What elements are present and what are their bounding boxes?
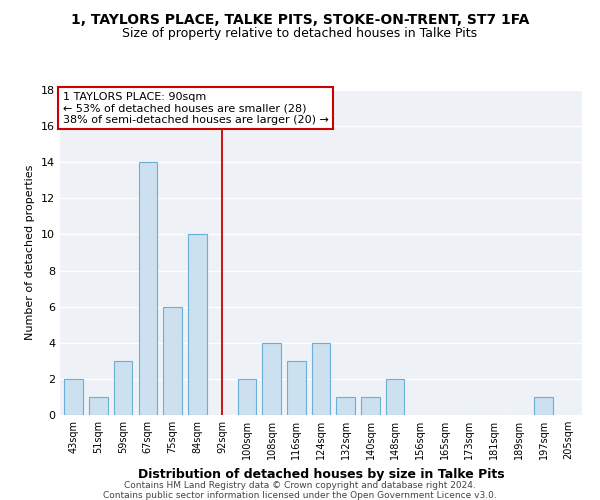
Bar (361, 397, 380, 415)
Bar (337, 397, 355, 415)
Bar (238, 379, 256, 415)
Bar (386, 379, 404, 415)
Text: Contains public sector information licensed under the Open Government Licence v3: Contains public sector information licen… (103, 491, 497, 500)
Bar (114, 361, 133, 415)
Bar (163, 306, 182, 415)
Y-axis label: Number of detached properties: Number of detached properties (25, 165, 35, 340)
Bar (89, 397, 107, 415)
Text: Size of property relative to detached houses in Talke Pits: Size of property relative to detached ho… (122, 28, 478, 40)
Text: 1, TAYLORS PLACE, TALKE PITS, STOKE-ON-TRENT, ST7 1FA: 1, TAYLORS PLACE, TALKE PITS, STOKE-ON-T… (71, 12, 529, 26)
Bar (139, 162, 157, 415)
Bar (287, 361, 305, 415)
Text: 1 TAYLORS PLACE: 90sqm
← 53% of detached houses are smaller (28)
38% of semi-det: 1 TAYLORS PLACE: 90sqm ← 53% of detached… (62, 92, 328, 125)
Bar (535, 397, 553, 415)
Bar (262, 343, 281, 415)
Bar (188, 234, 206, 415)
Bar (312, 343, 330, 415)
Bar (64, 379, 83, 415)
Text: Contains HM Land Registry data © Crown copyright and database right 2024.: Contains HM Land Registry data © Crown c… (124, 481, 476, 490)
X-axis label: Distribution of detached houses by size in Talke Pits: Distribution of detached houses by size … (137, 468, 505, 480)
